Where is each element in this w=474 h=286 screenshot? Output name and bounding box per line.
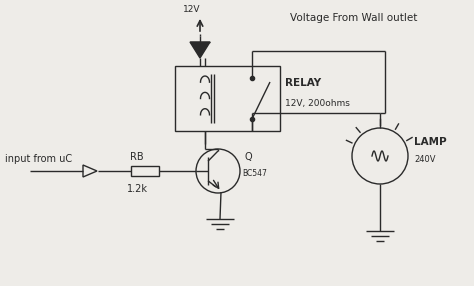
Text: Q: Q bbox=[245, 152, 253, 162]
Polygon shape bbox=[190, 42, 210, 58]
Text: BC547: BC547 bbox=[242, 168, 267, 178]
Bar bbox=[175, 66, 280, 131]
Bar bbox=[131, 166, 159, 176]
Text: Voltage From Wall outlet: Voltage From Wall outlet bbox=[290, 13, 418, 23]
Text: 12V, 200ohms: 12V, 200ohms bbox=[285, 99, 350, 108]
Text: input from uC: input from uC bbox=[5, 154, 72, 164]
Text: LAMP: LAMP bbox=[414, 137, 447, 147]
Text: 1.2k: 1.2k bbox=[127, 184, 147, 194]
Text: RB: RB bbox=[130, 152, 144, 162]
Text: 12V: 12V bbox=[183, 5, 201, 15]
Text: 240V: 240V bbox=[414, 156, 436, 164]
Text: RELAY: RELAY bbox=[285, 78, 321, 88]
